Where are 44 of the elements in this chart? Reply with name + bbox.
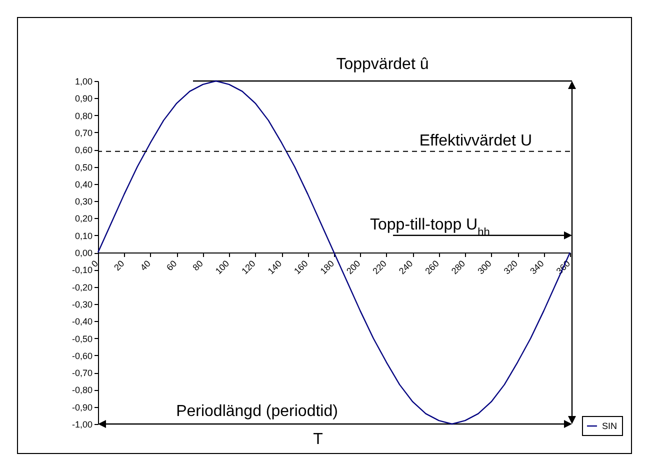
y-tick-label: 0,30 (74, 196, 92, 207)
y-tick-label: -0,40 (72, 316, 92, 327)
x-tick-label: 60 (164, 258, 179, 273)
annotation: Periodlängd (periodtid) (176, 403, 338, 420)
y-tick-label: 0,80 (74, 110, 92, 121)
y-tick-label: 0,20 (74, 214, 92, 224)
y-tick-label: -0,20 (72, 282, 92, 292)
y-tick-label: -0,60 (72, 350, 92, 361)
text: Toppvärdet û (336, 56, 429, 73)
x-tick-label: 120 (240, 258, 258, 276)
y-tick-label: 0,50 (74, 162, 92, 172)
y-tick-label: -0,90 (72, 402, 92, 412)
y-tick-label: 0,60 (74, 145, 92, 156)
x-tick-label: 220 (370, 258, 388, 276)
y-tick-label: -0,70 (72, 368, 92, 378)
x-tick-label: 300 (476, 258, 494, 276)
y-tick-label: -0,30 (72, 299, 92, 310)
y-tick-label: -0,80 (72, 385, 92, 396)
y-tick-label: -1,00 (72, 420, 92, 430)
legend-label: SIN (602, 421, 618, 431)
x-tick-label: 280 (449, 258, 468, 276)
y-tick-label: 1,00 (74, 76, 92, 86)
y-tick-label: 0,40 (74, 179, 92, 190)
y-tick-label: -0,10 (72, 265, 92, 276)
x-tick-label: 200 (344, 258, 362, 276)
x-tick-label: 180 (318, 258, 336, 276)
x-tick-label: 340 (528, 258, 546, 276)
y-tick-label: 0,70 (74, 128, 92, 138)
x-tick-label: 80 (190, 258, 205, 273)
line-series (97, 80, 571, 425)
ref-line-label: Effektivvärdet U (419, 132, 532, 150)
y-tick-label: -0,50 (72, 334, 92, 344)
x-tick-label: 240 (397, 258, 415, 276)
x-tick-label: 20 (112, 258, 126, 273)
text: T (313, 431, 324, 448)
y-tick-label: 0,10 (74, 230, 92, 241)
x-tick-label: 260 (423, 258, 441, 276)
x-tick-label: 140 (266, 258, 284, 276)
x-tick-label: 160 (292, 258, 310, 276)
y-tick-label: 0,90 (74, 94, 92, 104)
y-tick-label: 0,00 (74, 248, 92, 258)
x-tick-label: 40 (138, 258, 152, 273)
x-tick-label: 100 (213, 258, 232, 276)
x-tick-label: 320 (502, 258, 520, 276)
